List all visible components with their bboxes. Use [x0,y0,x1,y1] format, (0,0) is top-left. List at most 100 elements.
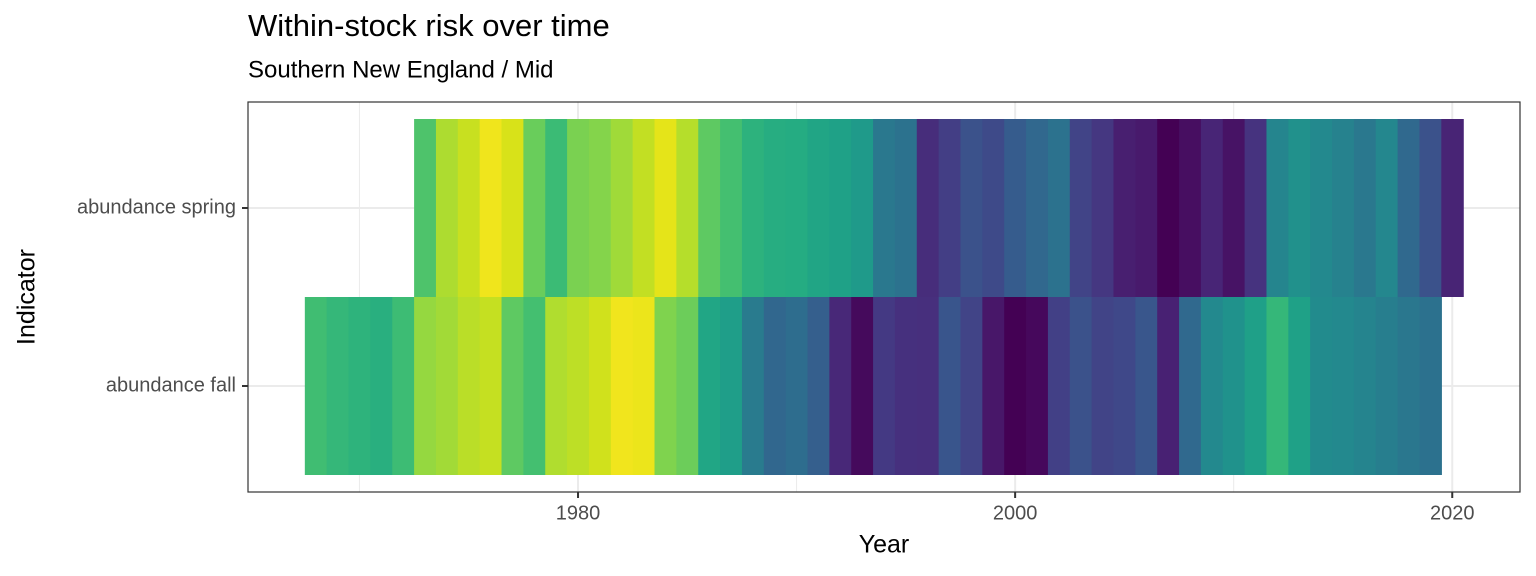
tile [763,119,787,297]
tile [457,297,481,475]
tile [1222,119,1246,297]
tile [1069,119,1093,297]
tile [982,119,1005,297]
tile [1332,297,1355,475]
tile [654,119,677,297]
tile [1244,119,1268,297]
tile [1266,297,1289,475]
tile [916,297,940,475]
chart-subtitle: Southern New England / Mid [248,56,554,83]
tile [545,297,568,475]
tile [567,119,590,297]
tile [370,297,393,475]
tile [807,297,830,475]
tile [1200,119,1224,297]
tile [1375,297,1399,475]
tile [1353,119,1377,297]
tile [1353,297,1377,475]
tile [1113,119,1136,297]
tile [1200,297,1224,475]
tile [392,297,415,475]
tile [479,119,503,297]
tile [435,297,459,475]
tile [1310,119,1333,297]
tile [894,297,918,475]
tile [1069,297,1093,475]
tile [1113,297,1136,475]
tile [632,119,656,297]
tile [523,119,546,297]
tile [1288,119,1311,297]
tile [785,297,809,475]
tile [698,297,721,475]
tile [960,297,983,475]
tile [1135,297,1158,475]
y-axis-title: Indicator [13,249,41,345]
tile [829,119,852,297]
tile [1441,119,1464,297]
tile [938,119,962,297]
tile [523,297,546,475]
tile [676,297,699,475]
tile [785,119,809,297]
tile [588,297,612,475]
tile [676,119,699,297]
tile [1310,297,1333,475]
tile [479,297,503,475]
tile [545,119,568,297]
tile [457,119,481,297]
tile [1157,119,1180,297]
tile [632,297,656,475]
tile [916,119,940,297]
tile [960,119,983,297]
tile [1397,119,1421,297]
tile [1026,119,1049,297]
tile [654,297,677,475]
tile [720,297,743,475]
tile [873,297,896,475]
tile [610,119,634,297]
tile [1244,297,1268,475]
tile [982,297,1005,475]
tile [938,297,962,475]
tile [851,297,874,475]
y-tick-label: abundance fall [106,374,236,396]
tile [435,119,459,297]
tile [1004,297,1027,475]
tile [1288,297,1311,475]
tile [807,119,830,297]
tile [1375,119,1399,297]
tile [588,119,612,297]
tile [1091,119,1115,297]
tile [501,119,524,297]
tile [1135,119,1158,297]
tile [304,297,328,475]
tile [1397,297,1421,475]
tile [414,297,437,475]
tile [763,297,787,475]
panel-border [247,101,1521,493]
tile [720,119,743,297]
tile [414,119,437,297]
tile [829,297,852,475]
tile [1332,119,1355,297]
tile [1222,297,1246,475]
chart-title: Within-stock risk over time [248,8,610,43]
tile [741,119,765,297]
tile [1419,297,1442,475]
tile [567,297,590,475]
x-tick-label: 2020 [1430,502,1475,524]
tile [326,297,350,475]
tile [851,119,874,297]
tile [1419,119,1442,297]
tile [741,297,765,475]
tile [1266,119,1289,297]
x-tick-label: 1980 [556,502,601,524]
tile [1091,297,1115,475]
tile [894,119,918,297]
tile [610,297,634,475]
tile [1047,297,1071,475]
tile [873,119,896,297]
x-tick-label: 2000 [993,502,1038,524]
